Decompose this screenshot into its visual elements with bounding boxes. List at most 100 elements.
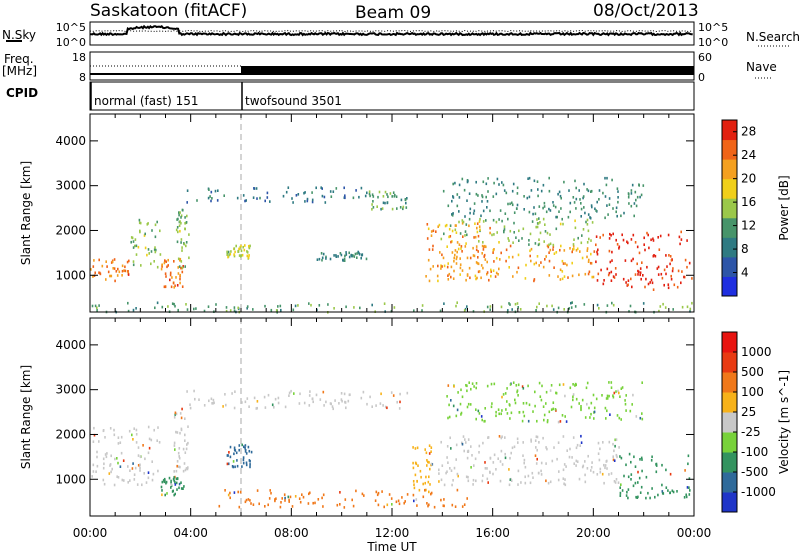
velocity-data-cell	[472, 478, 475, 482]
velocity-data-cell	[556, 457, 558, 461]
power-data-cell	[584, 272, 587, 276]
power-data-cell	[343, 259, 346, 262]
velocity-data-cell	[535, 446, 537, 449]
power-data-cell	[555, 251, 558, 254]
power-data-cell	[249, 244, 251, 248]
power-data-cell	[211, 197, 213, 200]
power-data-cell	[631, 285, 633, 289]
velocity-data-cell	[117, 442, 120, 445]
velocity-colorbar-swatch	[722, 392, 737, 413]
power-data-cell	[277, 305, 279, 308]
velocity-data-cell	[523, 458, 526, 462]
velocity-data-cell	[280, 501, 282, 504]
velocity-data-cell	[428, 490, 430, 494]
power-data-cell	[426, 223, 429, 226]
power-data-cell	[368, 192, 371, 196]
power-data-cell	[600, 268, 602, 272]
velocity-data-cell	[455, 458, 457, 461]
velocity-data-cell	[184, 451, 187, 454]
power-data-cell	[641, 261, 643, 264]
power-data-cell	[329, 257, 332, 261]
power-data-cell	[516, 270, 518, 274]
velocity-data-cell	[234, 465, 236, 469]
power-data-cell	[306, 197, 309, 201]
velocity-data-cell	[451, 503, 454, 507]
power-data-cell	[652, 288, 655, 291]
power-data-cell	[318, 304, 321, 307]
power-data-cell	[586, 218, 589, 222]
power-data-cell	[516, 207, 518, 210]
velocity-data-cell	[493, 453, 496, 457]
power-data-cell	[623, 211, 625, 215]
velocity-data-cell	[510, 451, 512, 455]
velocity-data-cell	[113, 428, 115, 432]
velocity-data-cell	[597, 441, 600, 445]
power-data-cell	[556, 215, 558, 219]
power-data-cell	[466, 233, 468, 237]
velocity-data-cell	[450, 399, 452, 402]
velocity-data-cell	[499, 460, 502, 463]
power-data-cell	[230, 250, 232, 253]
velocity-data-cell	[581, 398, 584, 402]
power-data-cell	[657, 273, 660, 276]
velocity-data-cell	[248, 405, 250, 408]
power-data-cell	[652, 239, 655, 242]
velocity-data-cell	[440, 440, 442, 444]
power-data-cell	[266, 191, 269, 195]
velocity-data-cell	[504, 436, 506, 439]
velocity-data-cell	[284, 405, 287, 409]
power-data-cell	[246, 307, 248, 310]
power-data-cell	[557, 275, 559, 278]
velocity-data-cell	[438, 472, 440, 475]
velocity-data-cell	[601, 394, 603, 397]
power-data-cell	[658, 248, 661, 251]
power-data-cell	[609, 260, 612, 264]
power-data-cell	[432, 229, 435, 233]
velocity-data-cell	[654, 495, 656, 499]
velocity-data-cell	[332, 407, 334, 411]
power-data-cell	[186, 189, 189, 192]
velocity-data-cell	[283, 493, 286, 496]
velocity-data-cell	[425, 475, 427, 479]
velocity-data-cell	[538, 441, 540, 444]
power-data-cell	[176, 226, 179, 229]
velocity-data-cell	[298, 497, 301, 500]
velocity-data-cell	[325, 400, 327, 404]
velocity-data-cell	[134, 466, 137, 470]
power-data-cell	[603, 279, 605, 282]
velocity-data-cell	[413, 499, 415, 503]
power-data-cell	[500, 305, 503, 309]
power-data-cell	[588, 258, 590, 262]
power-data-cell	[534, 212, 537, 216]
power-data-cell	[180, 241, 182, 244]
velocity-data-cell	[235, 451, 238, 455]
power-data-cell	[167, 305, 169, 308]
velocity-data-cell	[363, 494, 365, 497]
power-data-cell	[233, 254, 236, 258]
velocity-data-cell	[463, 449, 465, 453]
radar-title: Saskatoon (fitACF)	[90, 1, 248, 21]
velocity-data-cell	[263, 395, 266, 399]
velocity-data-cell	[546, 419, 549, 422]
power-data-cell	[611, 301, 613, 305]
velocity-data-cell	[457, 474, 459, 478]
velocity-data-cell	[575, 459, 578, 463]
velocity-data-cell	[687, 454, 690, 458]
power-data-cell	[636, 262, 638, 266]
velocity-data-cell	[685, 493, 687, 497]
power-data-cell	[496, 231, 498, 234]
power-data-cell	[446, 265, 449, 269]
velocity-data-cell	[619, 494, 622, 497]
power-data-cell	[242, 194, 245, 197]
velocity-data-cell	[222, 405, 224, 408]
power-data-cell	[475, 245, 478, 248]
velocity-data-cell	[584, 480, 587, 484]
velocity-data-cell	[523, 414, 526, 418]
power-data-cell	[481, 195, 484, 199]
velocity-data-cell	[198, 398, 200, 401]
velocity-data-cell	[609, 413, 611, 416]
power-data-cell	[664, 306, 667, 309]
velocity-data-cell	[635, 415, 638, 418]
power-data-cell	[339, 252, 342, 255]
power-data-cell	[639, 195, 641, 199]
